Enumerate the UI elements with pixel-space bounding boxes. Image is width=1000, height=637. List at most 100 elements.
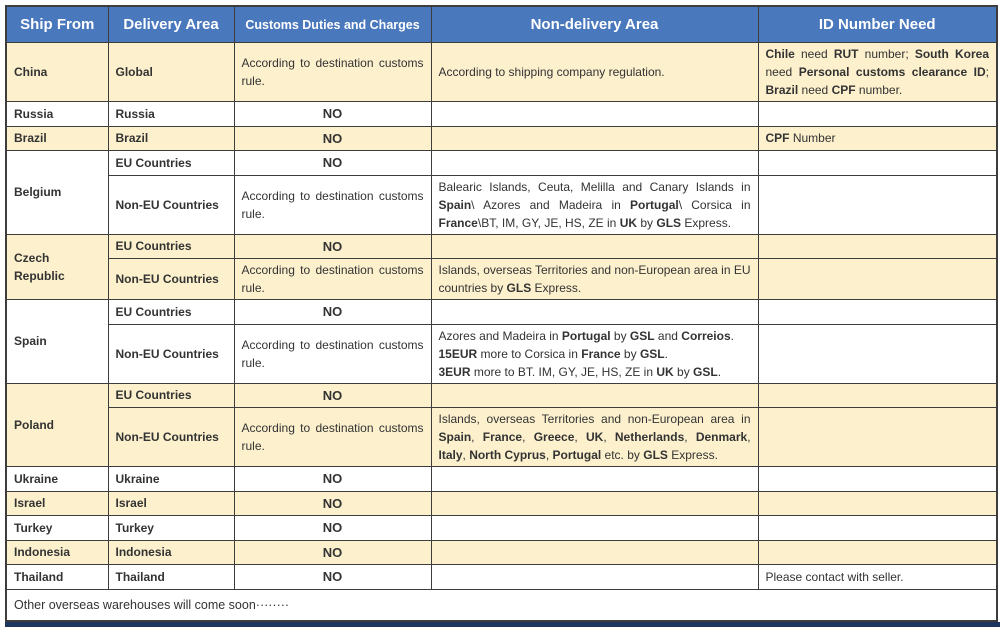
id-number-cell — [757, 407, 998, 467]
table-row: Thailand Thailand NO Please contact with se… — [5, 564, 998, 590]
cell-text: Turkey — [115, 520, 154, 535]
shipping-table: Ship From Delivery Area Customs Duties a… — [5, 5, 998, 622]
cell-text: NO — [322, 155, 343, 170]
ship-from-cell: Israel — [5, 490, 109, 516]
cell-text: Russia — [115, 106, 155, 121]
non-delivery-cell: Islands, overseas Territories and non-Eu… — [430, 258, 759, 300]
cell-text: NO — [322, 130, 343, 146]
customs-cell: According to destination customs rule. — [233, 42, 432, 102]
id-number-cell — [757, 539, 998, 565]
id-number-cell — [757, 174, 998, 235]
table-row: Spain EU Countries NO — [5, 299, 998, 384]
ship-from-cell: Brazil — [5, 125, 109, 151]
cell-text: NO — [322, 544, 343, 560]
delivery-area-cell: Non-EU Countries — [107, 323, 235, 384]
id-number-cell: Chile need RUT number; South Korea need … — [757, 42, 998, 102]
cell-text: Please contact with seller. — [765, 569, 904, 584]
table-row: Ukraine Ukraine NO — [5, 466, 998, 492]
ship-from-cell: Thailand — [5, 564, 109, 590]
non-delivery-cell: Islands, overseas Territories and non-Eu… — [430, 407, 759, 467]
table-row: Belgium EU Countries NO — [5, 150, 998, 235]
non-delivery-cell — [430, 539, 759, 565]
cell-text: According to destination customs rule. — [241, 188, 424, 221]
table-footer: Other overseas warehouses will come soon… — [5, 588, 998, 621]
cell-text: NO — [322, 520, 343, 535]
cell-text: NO — [322, 106, 343, 121]
id-number-cell — [757, 258, 998, 300]
non-delivery-cell — [430, 299, 759, 325]
cell-text: EU Countries — [115, 155, 192, 170]
cell-text: Islands, overseas Territories and non-Eu… — [438, 412, 751, 462]
non-delivery-cell: Azores and Madeira in Portugal by GSL an… — [430, 323, 759, 384]
delivery-area-cell: EU Countries — [107, 233, 235, 259]
cell-text: Turkey — [14, 520, 53, 535]
customs-cell: NO — [233, 539, 432, 565]
cell-text: Indonesia — [115, 545, 172, 560]
cell-text: Brazil — [115, 131, 149, 146]
table-row: Poland EU Countries NO — [5, 382, 998, 467]
delivery-area-cell: Brazil — [107, 125, 235, 151]
cell-text: Russia — [14, 106, 54, 121]
cell-text: Thailand — [115, 569, 165, 584]
table-row: Israel Israel NO — [5, 490, 998, 516]
cell-text: According to destination customs rule. — [241, 56, 424, 88]
table-row: Turkey Turkey NO — [5, 515, 998, 541]
non-delivery-cell — [430, 125, 759, 151]
customs-cell: NO — [233, 299, 432, 325]
table-row: Russia Russia NO — [5, 101, 998, 127]
cell-text: China — [14, 65, 48, 79]
delivery-area-cell: Global — [107, 42, 235, 102]
customs-cell: NO — [233, 564, 432, 590]
customs-cell: NO — [233, 233, 432, 259]
id-number-cell — [757, 233, 998, 259]
cell-text: Chile need RUT number; South Korea need … — [765, 47, 990, 97]
ship-from-cell: Belgium — [5, 150, 109, 235]
cell-text: Islands, overseas Territories and non-Eu… — [438, 263, 751, 295]
id-number-cell — [757, 101, 998, 127]
delivery-area-cell: Non-EU Countries — [107, 407, 235, 467]
delivery-area-cell: EU Countries — [107, 150, 235, 176]
header-id-number-need: ID Number Need — [757, 5, 998, 43]
cell-text: 15EUR more to Corsica in France by GSL. — [438, 346, 668, 361]
delivery-area-cell: Thailand — [107, 564, 235, 590]
id-number-cell — [757, 299, 998, 325]
table-body: China Global According to destination cust… — [5, 42, 998, 590]
cell-text: NO — [322, 387, 343, 403]
cell-text: EU Countries — [115, 388, 192, 403]
id-number-cell — [757, 490, 998, 516]
cell-text: According to destination customs rule. — [241, 421, 424, 453]
delivery-area-cell: Non-EU Countries — [107, 174, 235, 235]
ship-from-cell: Russia — [5, 101, 109, 127]
cell-text: NO — [322, 471, 343, 486]
footer-row: Other overseas warehouses will come soon… — [5, 588, 998, 621]
id-number-cell: Please contact with seller. — [757, 564, 998, 590]
table-row: China Global According to destination cust… — [5, 42, 998, 102]
cell-text: NO — [322, 238, 343, 254]
table-header: Ship From Delivery Area Customs Duties a… — [5, 5, 998, 43]
non-delivery-cell — [430, 515, 759, 541]
cell-text: Belgium — [14, 185, 62, 200]
cell-text: NO — [322, 569, 343, 584]
table-row: Non-EU Countries According to destination… — [6, 258, 998, 300]
header-ship-from: Ship From — [5, 5, 109, 43]
header-row: Ship From Delivery Area Customs Duties a… — [5, 5, 998, 43]
cell-text: According to destination customs rule. — [241, 263, 424, 295]
delivery-area-cell: EU Countries — [107, 382, 235, 408]
id-number-cell — [757, 150, 998, 176]
non-delivery-cell — [430, 101, 759, 127]
cell-text: Balearic Islands, Ceuta, Melilla and Can… — [438, 179, 751, 230]
id-number-cell: CPF Number — [757, 125, 998, 151]
header-non-delivery-area: Non-delivery Area — [430, 5, 759, 43]
non-delivery-cell — [430, 382, 759, 408]
ship-from-cell: Indonesia — [5, 539, 109, 565]
customs-cell: According to destination customs rule. — [233, 407, 432, 467]
delivery-area-cell: Indonesia — [107, 539, 235, 565]
cell-text: According to destination customs rule. — [241, 337, 424, 370]
cell-text: NO — [322, 304, 343, 319]
delivery-area-cell: Russia — [107, 101, 235, 127]
customs-cell: NO — [233, 490, 432, 516]
id-number-cell — [757, 382, 998, 408]
table-row: Non-EU Countries According to destination… — [6, 407, 998, 467]
cell-text: Czech Republic — [14, 250, 65, 283]
